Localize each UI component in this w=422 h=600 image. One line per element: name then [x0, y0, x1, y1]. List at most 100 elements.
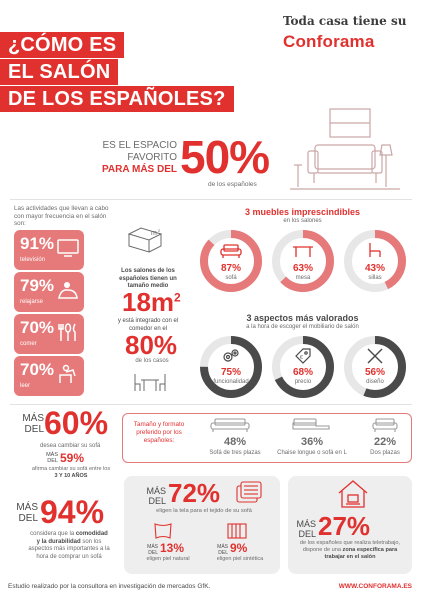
- telework-text-1: de los españoles que realiza teletrabajo…: [299, 540, 401, 553]
- brand-logo: Conforama: [283, 32, 375, 51]
- reading-icon: [59, 364, 76, 383]
- comfort-text: considera que la comodidad y la durabili…: [28, 531, 110, 561]
- furniture-donuts: [200, 230, 406, 292]
- design-tools-icon: [367, 348, 383, 364]
- telework-text-2: zona específica para trabajar en el saló…: [324, 547, 398, 560]
- size-text-3: de los casos: [135, 358, 169, 364]
- change-text-2: afirma cambiar su sofá entre los: [31, 466, 111, 472]
- furniture-percent-0: 87%: [220, 263, 241, 274]
- mas-label: MÁS: [147, 544, 158, 550]
- tv-icon: [57, 239, 79, 257]
- aspects-donuts: [200, 336, 406, 398]
- synthetic-mas-del: MÁS DEL: [210, 544, 228, 556]
- activity-card-eat: 70% comer: [14, 314, 84, 354]
- mas-label-2: MÁS: [46, 452, 58, 458]
- aspect-ring-1: [272, 336, 334, 398]
- footer-website-link[interactable]: WWW.CONFORAMA.ES: [338, 583, 412, 590]
- change-big-percent: 60%: [44, 405, 109, 441]
- sofa-types-panel: [122, 413, 412, 463]
- natural-mas-del: MÁS DEL: [140, 544, 158, 556]
- activity-percent: 91%: [20, 234, 55, 253]
- change-pct-2: 59%: [60, 451, 85, 465]
- footer-source: Estudio realizado por la consultora en i…: [8, 583, 211, 590]
- furniture-ring-1: [272, 230, 334, 292]
- title-line-1: ¿CÓMO ES: [0, 32, 125, 58]
- activity-percent: 70%: [20, 318, 55, 337]
- size-value: 18m: [122, 287, 175, 317]
- sofa-type-percent-0: 48%: [223, 436, 247, 448]
- aspect-percent-0: 75%: [220, 367, 241, 378]
- comfort-text-3: son los aspectos más importantes a la ho…: [28, 538, 110, 560]
- activities-intro: Las actividades que llevan a cabo con ma…: [14, 205, 109, 227]
- fabric-text: eligen la tela para el tejido de su sofá: [156, 508, 252, 514]
- activity-percent: 70%: [20, 360, 55, 379]
- fabric-big-percent: 72%: [168, 478, 221, 508]
- beanbag-icon: [58, 282, 78, 299]
- aspect-percent-2: 56%: [364, 367, 385, 378]
- comfort-text-1: considera que la: [30, 531, 75, 537]
- favorite-line-1: ES EL ESPACIO: [102, 140, 177, 151]
- sofa-type-label-2: Dos plazas: [370, 450, 400, 456]
- mas-label: MÁS: [22, 413, 44, 424]
- natural-leather-text: eligen piel natural: [146, 556, 190, 562]
- home-office-icon: [338, 480, 368, 508]
- activity-label: leer: [20, 383, 31, 389]
- del-label: DEL: [148, 550, 158, 556]
- change-text-3: 3 Y 10 AÑOS: [54, 473, 88, 479]
- del-label: DEL: [298, 529, 316, 539]
- favorite-line-3: PARA MÁS DEL: [102, 164, 177, 175]
- size-unit-sup: 2: [174, 290, 181, 305]
- size-text-2: y está integrado con el comedor en el: [117, 318, 179, 332]
- del-label: DEL: [18, 513, 38, 524]
- title-line-2: EL SALÓN: [0, 59, 119, 85]
- dining-table-icon: [134, 374, 166, 391]
- change-mas-del: MÁS DEL: [14, 413, 44, 435]
- aspect-ring-2: [344, 336, 406, 398]
- svg-text:2: 2: [158, 228, 161, 233]
- del-label: DEL: [218, 550, 228, 556]
- del-label: DEL: [148, 496, 166, 506]
- aspects-title: 3 aspectos más valorados: [246, 313, 359, 323]
- aspect-label-0: funcionalidad: [213, 379, 249, 385]
- natural-leather-percent: 13%: [160, 541, 185, 555]
- favorite-big-percent: 50%: [180, 131, 270, 183]
- fabric-swatch-icon: [236, 481, 262, 503]
- chaise-longue-icon: [292, 418, 330, 430]
- price-tag-icon: €: [295, 348, 311, 364]
- brand-tagline: Toda casa tiene su: [283, 14, 407, 28]
- activity-card-tv: 91% televisión: [14, 230, 84, 270]
- telework-panel: [288, 476, 412, 574]
- svg-text:€: €: [300, 355, 303, 361]
- size-pct: 80%: [125, 330, 178, 360]
- furniture-label-1: mesa: [295, 275, 311, 281]
- aspect-ring-0: [200, 336, 262, 398]
- mas-label: MÁS: [16, 502, 38, 513]
- sofa-type-label-0: Sofá de tres plazas: [209, 450, 261, 456]
- sofa-type-percent-2: 22%: [373, 436, 397, 448]
- synthetic-leather-percent: 9%: [230, 541, 248, 555]
- synthetic-leather-text: eligen piel sintética: [216, 556, 264, 562]
- svg-text:m: m: [151, 230, 157, 237]
- furniture-label-0: sofá: [225, 275, 237, 281]
- aspect-label-2: diseño: [366, 379, 384, 385]
- comfort-big-percent: 94%: [40, 494, 105, 530]
- activity-card-relax: 79% relajarse: [14, 272, 84, 312]
- three-seat-sofa-icon: [210, 418, 250, 432]
- gears-icon: [223, 349, 239, 362]
- mas-label: MÁS: [217, 544, 228, 550]
- table-icon: [293, 246, 313, 257]
- natural-leather-icon: [154, 523, 172, 539]
- furniture-title: 3 muebles imprescindibles: [244, 207, 361, 217]
- aspects-subtitle: a la hora de escoger el mobiliario de sa…: [246, 324, 359, 330]
- cutlery-icon: [58, 323, 76, 341]
- activity-label: relajarse: [20, 299, 44, 305]
- title-line-3: DE LOS ESPAÑOLES?: [0, 86, 234, 112]
- furniture-ring-2: [344, 230, 406, 292]
- comfort-text-2: comodidad y la durabilidad: [36, 531, 108, 545]
- change-text: desea cambiar su sofá: [40, 443, 101, 449]
- furniture-percent-2: 43%: [364, 263, 385, 274]
- sofa-type-label-1: Chaise longue o sofá en L: [277, 450, 347, 456]
- mas-label: MÁS: [146, 486, 166, 496]
- divider: [10, 199, 412, 200]
- furniture-subtitle: en los salones: [283, 218, 322, 224]
